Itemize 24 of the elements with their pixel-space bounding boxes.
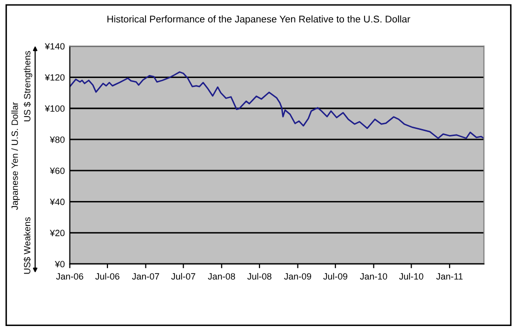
x-tick-label: Jul-09 [323, 272, 348, 280]
y-tick-label: ¥140 [44, 43, 65, 50]
y-axis-title: Japanese Yen / U.S. Dollar [11, 102, 20, 210]
y-tick-label: ¥40 [50, 198, 65, 206]
x-tick-label: Jan-10 [360, 273, 388, 280]
x-tick-label: Jan-11 [436, 273, 463, 280]
y-tick-label: ¥20 [50, 230, 65, 236]
y-tick-label: ¥120 [44, 74, 65, 81]
y-tick-label: ¥60 [50, 168, 65, 174]
y-tick-label: ¥80 [50, 136, 65, 143]
x-tick-label: Jan-09 [284, 273, 312, 280]
x-tick-label: Jul-08 [247, 272, 272, 280]
y-tick-label: ¥0 [54, 260, 65, 268]
x-tick-label: Jul-06 [95, 272, 120, 280]
x-tick-label: Jul-10 [399, 272, 424, 280]
text: US$ Weakens [24, 217, 31, 274]
line-series [70, 71, 484, 139]
x-tick-label: Jan-08 [208, 273, 236, 280]
text: US $ Strengthens [24, 51, 32, 122]
x-tick-label: Jan-06 [56, 273, 84, 280]
chart-title: Historical Performance of the Japanese Yen Relative to the U.S. Dollar [107, 15, 410, 24]
x-tick-label: Jan-07 [132, 273, 160, 280]
y-tick-label: ¥100 [44, 105, 65, 112]
x-tick-label: Jul-07 [171, 272, 196, 280]
